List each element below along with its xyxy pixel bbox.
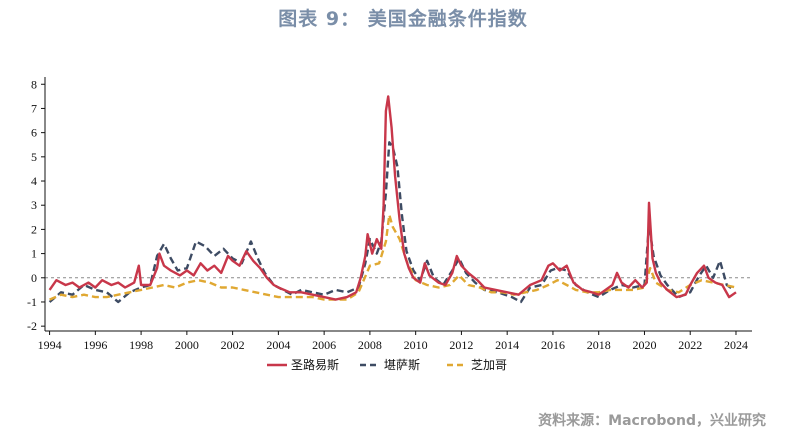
y-tick-label: 6 <box>31 126 37 140</box>
y-tick-label: 7 <box>31 101 37 115</box>
x-tick-label: 2006 <box>312 338 336 352</box>
x-tick-label: 1998 <box>129 338 153 352</box>
x-tick-label: 2004 <box>266 338 290 352</box>
legend-label-3: 芝加哥 <box>471 357 507 372</box>
y-tick-label: 5 <box>31 150 37 164</box>
x-tick-label: 2020 <box>632 338 656 352</box>
legend: 圣路易斯 堪萨斯 芝加哥 <box>267 357 507 372</box>
y-tick-label: 1 <box>31 247 37 261</box>
y-tick-label: -1 <box>27 295 37 309</box>
x-tick-label: 2012 <box>449 338 473 352</box>
x-tick-label: 1996 <box>83 338 107 352</box>
x-tick-label: 2014 <box>495 338 519 352</box>
x-tick-label: 2022 <box>678 338 702 352</box>
series-line-1 <box>48 95 737 301</box>
y-tick-label: -2 <box>27 319 37 333</box>
source-note: 资料来源：Macrobond，兴业研究 <box>538 413 766 429</box>
y-tick-label: 0 <box>31 271 37 285</box>
series-line-2 <box>48 141 735 304</box>
series-line-3 <box>49 213 737 301</box>
y-tick-label: 3 <box>31 198 37 212</box>
x-tick-label: 2000 <box>175 338 199 352</box>
x-tick-label: 2016 <box>541 338 565 352</box>
x-tick-label: 2002 <box>221 338 245 352</box>
legend-label-2: 堪萨斯 <box>384 358 420 372</box>
y-tick-label: 2 <box>31 222 37 236</box>
y-tick-label: 8 <box>31 77 37 91</box>
axes: -2 -1 0 1 2 3 4 5 6 7 8 1994 1996 1998 2000 2002 2004 200… <box>27 77 752 352</box>
legend-label-1: 圣路易斯 <box>291 357 339 372</box>
chart-title: 图表 9： 美国金融条件指数 <box>278 8 528 30</box>
x-tick-label: 2010 <box>404 338 428 352</box>
x-tick-label: 2024 <box>724 338 748 352</box>
x-tick-label: 2008 <box>358 338 382 352</box>
series-layer <box>48 95 737 304</box>
x-tick-label: 1994 <box>38 338 62 352</box>
y-tick-label: 4 <box>31 174 37 188</box>
x-tick-label: 2018 <box>587 338 611 352</box>
